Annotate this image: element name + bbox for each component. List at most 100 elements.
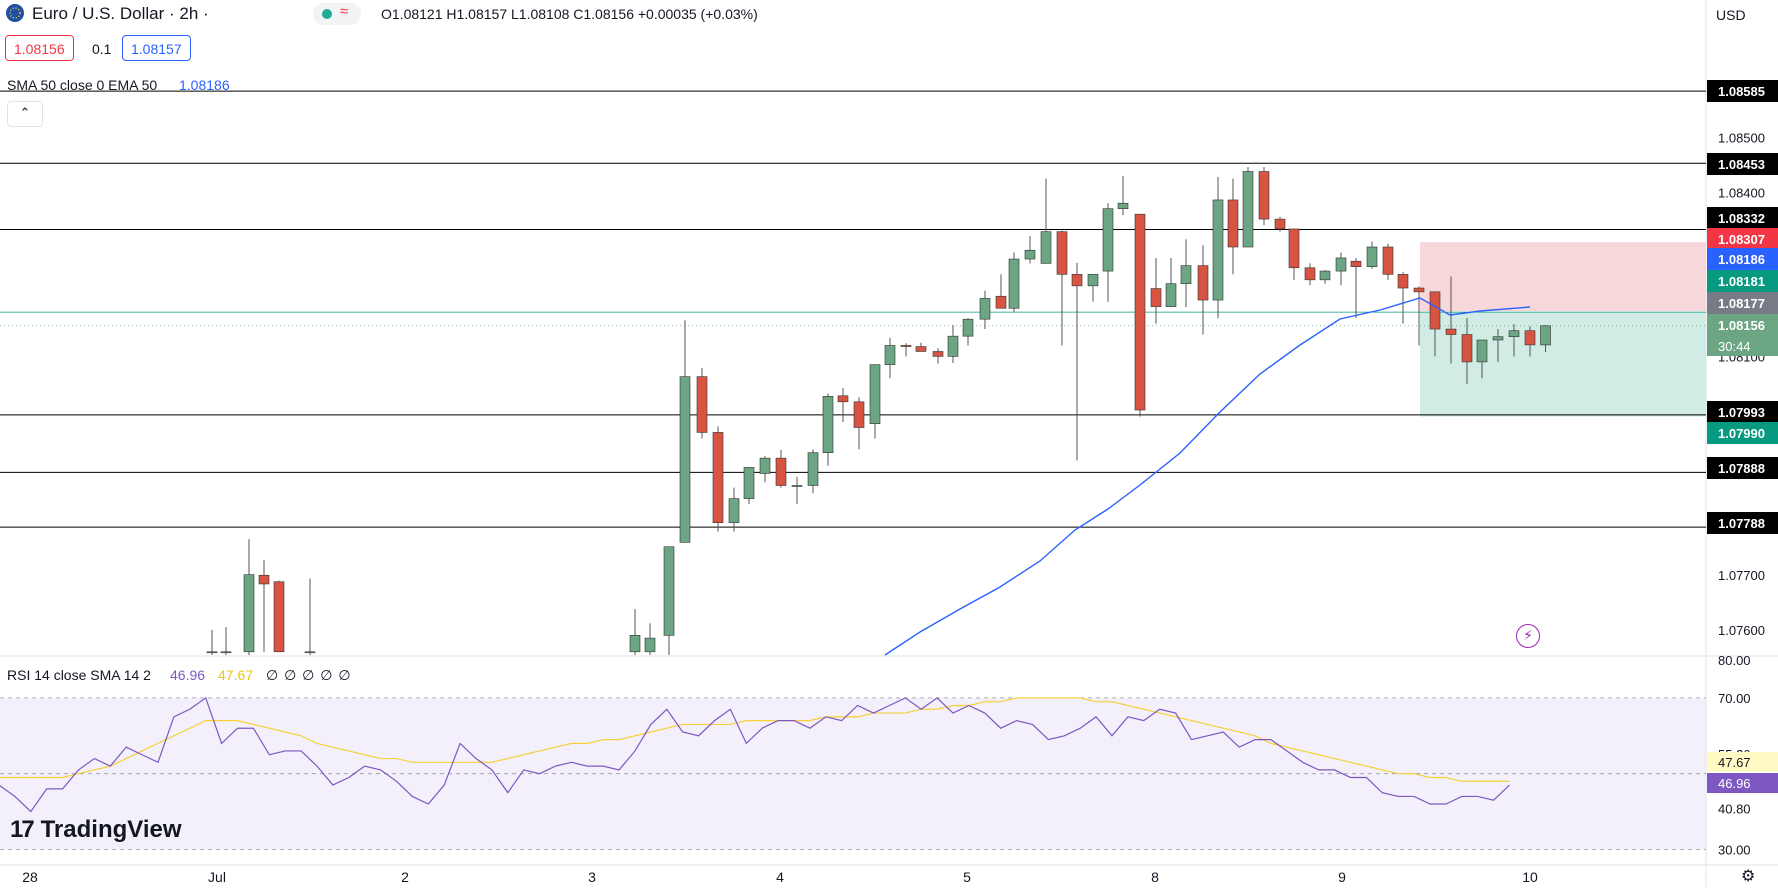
price-tag-label: 1.08585 bbox=[1718, 84, 1765, 99]
market-status-pill[interactable]: ≈ bbox=[313, 3, 361, 25]
countdown-label: 30:44 bbox=[1718, 339, 1751, 354]
candle-body bbox=[679, 376, 691, 543]
settings-icon[interactable]: ⚙ bbox=[1741, 868, 1756, 885]
rsi-sma-tag: 47.67 bbox=[1718, 755, 1751, 770]
rsi-sma-line bbox=[0, 697, 1510, 782]
price-tag-bg bbox=[1707, 248, 1778, 270]
price-tag-bg bbox=[1707, 292, 1778, 314]
candle-body bbox=[979, 298, 991, 320]
candle-body bbox=[853, 401, 865, 428]
watermark-text: TradingView bbox=[40, 816, 182, 843]
price-tag-bg bbox=[1707, 207, 1778, 229]
price-tag-label: 1.08453 bbox=[1718, 157, 1765, 172]
candle-body bbox=[273, 581, 285, 653]
rsi-tick-label: 70.00 bbox=[1718, 691, 1751, 706]
buy-button[interactable]: 1.08157 bbox=[122, 35, 191, 61]
price-tag-bg bbox=[1707, 512, 1778, 534]
candle-body bbox=[243, 574, 255, 653]
ohlc-readout: O1.08121 H1.08157 L1.08108 C1.08156 +0.0… bbox=[381, 6, 758, 22]
candle-body bbox=[1319, 270, 1331, 281]
candle-body bbox=[1150, 288, 1162, 307]
candle-body bbox=[1461, 334, 1473, 363]
tv-logo-icon: 17 bbox=[10, 816, 35, 843]
price-tag-bg bbox=[1707, 153, 1778, 175]
rsi-line bbox=[0, 696, 1510, 813]
candle-body bbox=[1304, 267, 1316, 281]
candle-body bbox=[1540, 325, 1551, 346]
rsi-value-tag: 46.96 bbox=[1718, 776, 1751, 791]
candle-body bbox=[1087, 274, 1099, 287]
price-tag-bg bbox=[1707, 80, 1778, 102]
sell-button[interactable]: 1.08156 bbox=[5, 35, 74, 61]
candle-body bbox=[1008, 258, 1020, 309]
price-tag-label: 1.07993 bbox=[1718, 405, 1765, 420]
price-tick-label: 1.08400 bbox=[1718, 185, 1765, 200]
candle-body bbox=[1242, 171, 1254, 248]
candle-body bbox=[1476, 339, 1488, 363]
price-tag-label: 1.08156 bbox=[1718, 318, 1765, 333]
indicator-label: SMA 50 close 0 EMA 50 bbox=[7, 77, 158, 93]
candle-body bbox=[1040, 231, 1052, 264]
tradingview-logo: 17 TradingView bbox=[10, 816, 182, 848]
rsi-tick-label: 80.00 bbox=[1718, 653, 1751, 668]
candle-body bbox=[712, 432, 724, 523]
price-tag-label: 1.07888 bbox=[1718, 461, 1765, 476]
candle-body bbox=[791, 485, 803, 487]
price-tag-label: 1.08307 bbox=[1718, 232, 1765, 247]
price-tag-label: 1.07990 bbox=[1718, 426, 1765, 441]
candle-body bbox=[1508, 330, 1520, 338]
price-tag-bg bbox=[1707, 270, 1778, 292]
candle-body bbox=[220, 651, 232, 654]
price-tag-bg bbox=[1707, 314, 1778, 356]
spread-value: 0.1 bbox=[92, 41, 112, 57]
candle-body bbox=[728, 498, 740, 523]
candle-body bbox=[759, 457, 771, 474]
candle-body bbox=[1382, 246, 1394, 275]
price-tag-bg bbox=[1707, 457, 1778, 479]
candle-body bbox=[644, 637, 656, 653]
candle-body bbox=[743, 467, 755, 499]
candle-body bbox=[1366, 246, 1378, 267]
candle-body bbox=[1429, 291, 1441, 330]
lightning-icon[interactable]: ⚡ bbox=[1516, 624, 1540, 648]
time-tick-label: 28 bbox=[22, 869, 38, 885]
candle-body bbox=[1335, 257, 1347, 272]
candle-body bbox=[900, 345, 912, 347]
candle-body bbox=[1288, 228, 1300, 269]
price-tag-bg bbox=[1707, 401, 1778, 423]
indicator-value: 1.08186 bbox=[179, 77, 230, 93]
candle-body bbox=[1350, 260, 1362, 267]
candle-body bbox=[1445, 328, 1457, 335]
price-tag-label: 1.08177 bbox=[1718, 296, 1765, 311]
candle-body bbox=[1397, 274, 1409, 289]
time-tick-label: 9 bbox=[1338, 869, 1346, 885]
price-tick-label: 1.08500 bbox=[1718, 131, 1765, 146]
candle-body bbox=[1180, 265, 1192, 284]
candle-body bbox=[206, 651, 218, 654]
take-profit-zone bbox=[1420, 312, 1706, 417]
time-tick-label: Jul bbox=[208, 869, 226, 885]
candle-body bbox=[1492, 336, 1504, 341]
candle-body bbox=[1165, 283, 1177, 307]
wave-icon: ≈ bbox=[340, 3, 349, 20]
time-tick-label: 8 bbox=[1151, 869, 1159, 885]
candle-body bbox=[869, 364, 881, 424]
ema-50-line bbox=[884, 297, 1531, 656]
chevron-up-icon[interactable]: ⌃ bbox=[7, 101, 43, 127]
price-tick-label: 1.07600 bbox=[1718, 623, 1765, 638]
eu-us-flag-icon bbox=[4, 2, 26, 24]
candle-body bbox=[258, 574, 270, 585]
currency-selector[interactable]: USD bbox=[1716, 7, 1746, 23]
candle-body bbox=[884, 345, 896, 365]
candle-body bbox=[822, 396, 834, 453]
price-tag-bg bbox=[1707, 422, 1778, 444]
price-tick-label: 1.07700 bbox=[1718, 568, 1765, 583]
price-tag-label: 1.07788 bbox=[1718, 516, 1765, 531]
candle-body bbox=[304, 651, 316, 654]
candle-body bbox=[995, 295, 1007, 309]
rsi-sma-tag-bg bbox=[1707, 752, 1778, 772]
candle-body bbox=[1102, 208, 1114, 272]
price-tag-bg bbox=[1707, 228, 1778, 250]
